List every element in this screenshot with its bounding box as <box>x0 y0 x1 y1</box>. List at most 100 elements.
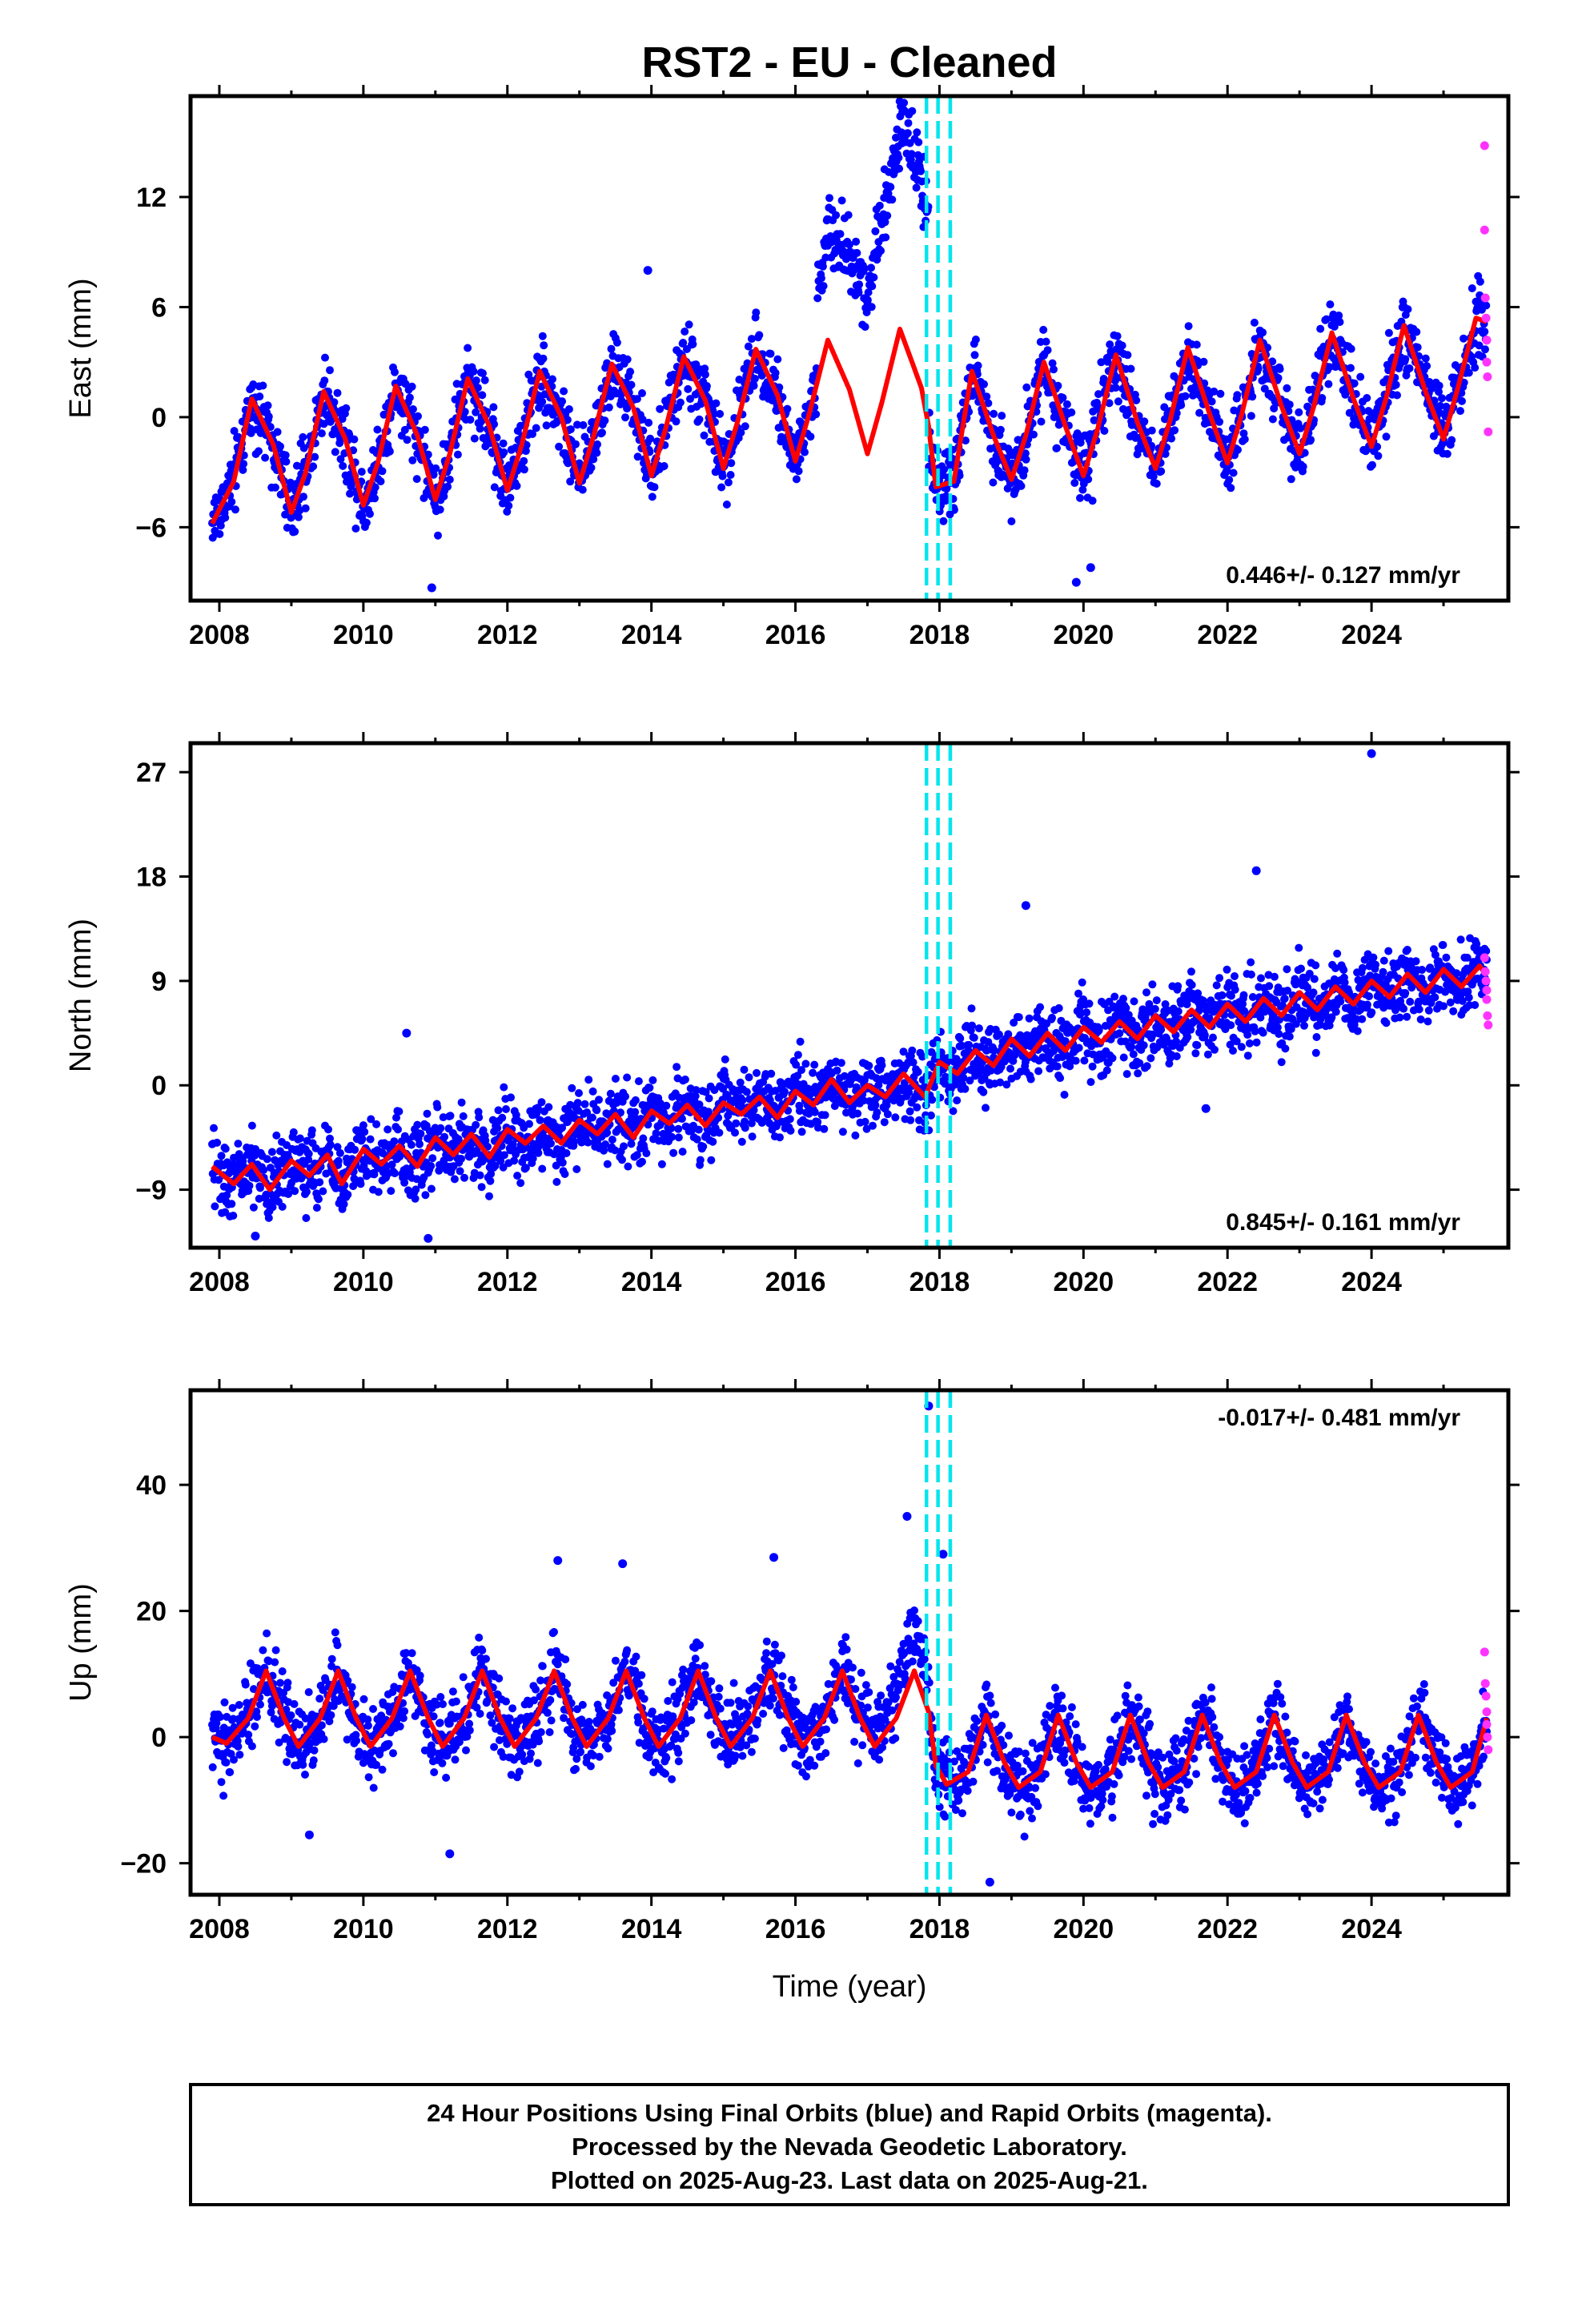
final-orbit-point <box>1447 436 1456 444</box>
final-orbit-point <box>753 1068 761 1077</box>
final-orbit-point <box>241 1680 250 1689</box>
final-orbit-point <box>508 1140 517 1148</box>
final-orbit-point <box>234 1742 243 1751</box>
x-tick-label: 2010 <box>333 620 394 650</box>
final-orbit-point <box>1324 380 1333 388</box>
final-orbit-point <box>350 435 359 444</box>
final-orbit-point <box>507 1093 515 1102</box>
final-orbit-point <box>1070 479 1079 487</box>
final-orbit-point <box>414 412 422 420</box>
final-orbit-point <box>1142 1062 1151 1071</box>
final-orbit-point <box>950 505 958 514</box>
y-tick-label: 18 <box>136 862 167 893</box>
final-orbit-point <box>1152 480 1161 488</box>
final-orbit-point <box>631 1108 640 1116</box>
final-orbit-point <box>871 1101 880 1109</box>
final-orbit-point <box>701 364 709 373</box>
final-orbit-point <box>900 99 909 107</box>
final-orbit-point <box>552 1161 560 1170</box>
rapid-orbit-point <box>1482 357 1492 367</box>
final-orbit-point <box>1250 318 1259 327</box>
final-orbit-point <box>873 1108 881 1117</box>
final-orbit-point <box>792 475 801 484</box>
final-orbit-point <box>662 1101 671 1110</box>
final-orbit-point <box>339 461 347 470</box>
east-plot-area <box>208 97 1493 593</box>
final-orbit-point <box>604 403 613 412</box>
y-tick-label: 12 <box>136 183 167 213</box>
rapid-orbit-point <box>1484 427 1493 436</box>
final-orbit-point <box>547 1139 555 1148</box>
final-orbit-point <box>851 1131 860 1140</box>
final-orbit-point <box>727 459 736 468</box>
final-orbit-point <box>1350 379 1359 388</box>
final-orbit-point <box>771 1087 780 1095</box>
final-orbit-point <box>373 425 382 434</box>
final-orbit-point <box>1150 1004 1159 1013</box>
final-orbit-point <box>744 342 753 351</box>
final-orbit-point <box>750 374 759 383</box>
final-orbit-point <box>1177 400 1186 409</box>
final-orbit-point <box>1406 997 1415 1006</box>
final-orbit-point <box>1401 355 1410 364</box>
final-orbit-point <box>1076 493 1084 502</box>
final-orbit-point <box>731 1128 739 1137</box>
final-orbit-point <box>360 1128 369 1136</box>
final-orbit-point <box>600 1146 608 1155</box>
final-orbit-point <box>853 248 861 257</box>
final-orbit-point <box>1439 1002 1447 1011</box>
final-orbit-point <box>1105 399 1114 408</box>
final-orbit-point <box>742 1088 751 1096</box>
final-orbit-point <box>231 505 239 514</box>
final-orbit-point <box>1243 1031 1252 1039</box>
final-orbit-point <box>331 448 339 456</box>
final-orbit-point <box>251 1722 259 1731</box>
east-frame <box>188 94 1511 603</box>
final-orbit-point <box>1227 484 1235 493</box>
final-orbit-point <box>745 1073 753 1082</box>
final-orbit-point <box>498 1113 507 1122</box>
final-orbit-point <box>534 1148 543 1157</box>
final-orbit-point <box>359 1121 367 1130</box>
final-orbit-point <box>1146 1054 1155 1063</box>
final-orbit-point <box>1358 963 1367 972</box>
final-orbit-point <box>832 211 841 219</box>
final-orbit-point <box>1187 980 1196 989</box>
final-orbit-point <box>472 376 480 385</box>
final-orbit-point <box>645 1084 654 1092</box>
final-orbit-point <box>627 380 636 389</box>
final-orbit-point <box>1248 392 1257 401</box>
final-orbit-point <box>427 1184 436 1193</box>
final-orbit-point <box>528 430 536 438</box>
final-orbit-point <box>1025 1014 1034 1023</box>
final-orbit-point <box>291 527 299 536</box>
final-orbit-point <box>1034 1067 1043 1076</box>
final-orbit-point <box>996 425 1005 434</box>
up-final-series <box>208 1401 1491 1887</box>
final-orbit-point <box>611 1146 620 1155</box>
final-orbit-outlier <box>1021 901 1030 911</box>
final-orbit-point <box>538 1164 547 1173</box>
final-orbit-point <box>477 1183 486 1192</box>
final-orbit-point <box>1148 980 1157 989</box>
final-orbit-point <box>1021 449 1030 458</box>
final-orbit-point <box>1435 408 1444 417</box>
final-orbit-point <box>289 1128 298 1136</box>
final-orbit-point <box>962 436 970 445</box>
final-orbit-point <box>434 531 442 540</box>
final-orbit-point <box>413 1120 422 1129</box>
up-plot-area <box>208 1401 1493 1887</box>
final-orbit-point <box>1275 364 1284 373</box>
final-orbit-point <box>1391 380 1400 389</box>
east-fit-curve <box>210 316 1489 525</box>
final-orbit-point <box>1123 351 1132 360</box>
final-orbit-point <box>772 1122 781 1131</box>
final-orbit-point <box>249 1203 258 1212</box>
final-orbit-point <box>741 1117 749 1126</box>
final-orbit-point <box>793 1072 802 1080</box>
rapid-orbit-point <box>1483 372 1492 382</box>
final-orbit-point <box>371 494 379 503</box>
final-orbit-point <box>693 1135 701 1144</box>
final-orbit-point <box>674 1133 683 1142</box>
final-orbit-point <box>877 247 885 255</box>
